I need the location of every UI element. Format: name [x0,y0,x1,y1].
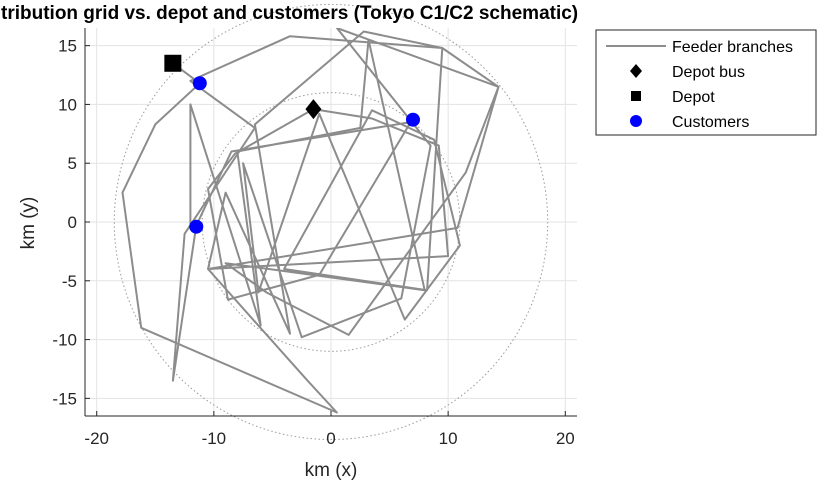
legend: Feeder branches Depot bus Depot Customer… [595,29,817,136]
y-tick-label: -5 [62,272,77,291]
y-tick-label: 15 [58,37,77,56]
legend-label-depot-bus: Depot bus [672,64,745,81]
chart-title: tribution grid vs. depot and customers (… [1,3,578,24]
y-axis-label: km (y) [18,197,39,250]
legend-square-swatch [631,91,641,101]
depot-marker [164,54,182,72]
x-tick-label: -10 [202,429,227,448]
x-tick-label: -20 [84,429,109,448]
x-tick-label: 20 [556,429,575,448]
legend-circle-swatch [630,115,642,127]
legend-diamond-swatch [630,64,642,78]
customer-marker [189,219,204,234]
y-tick-label: 10 [58,95,77,114]
legend-label-customers: Customers [672,114,749,131]
grid [85,28,577,416]
y-tick-label: -10 [52,331,77,350]
x-tick-label: 0 [326,429,335,448]
guide-circle [113,3,549,441]
customer-marker [406,112,420,127]
tick-labels: -20 -10 0 10 20 -15 -10 -5 0 5 10 15 [52,37,574,448]
y-tick-label: 0 [68,213,77,232]
customer-marker [192,76,207,91]
feeder-branch-line [121,28,500,414]
legend-label-depot: Depot [672,89,715,106]
feeder-series [121,28,500,414]
x-tick-label: 10 [439,429,458,448]
legend-label-feeder: Feeder branches [672,39,793,56]
axes [84,28,577,417]
y-tick-label: 5 [68,154,77,173]
marker-series [164,54,420,234]
depot-bus-marker [305,99,322,120]
x-axis-label: km (x) [305,460,358,481]
y-tick-label: -15 [52,389,77,408]
